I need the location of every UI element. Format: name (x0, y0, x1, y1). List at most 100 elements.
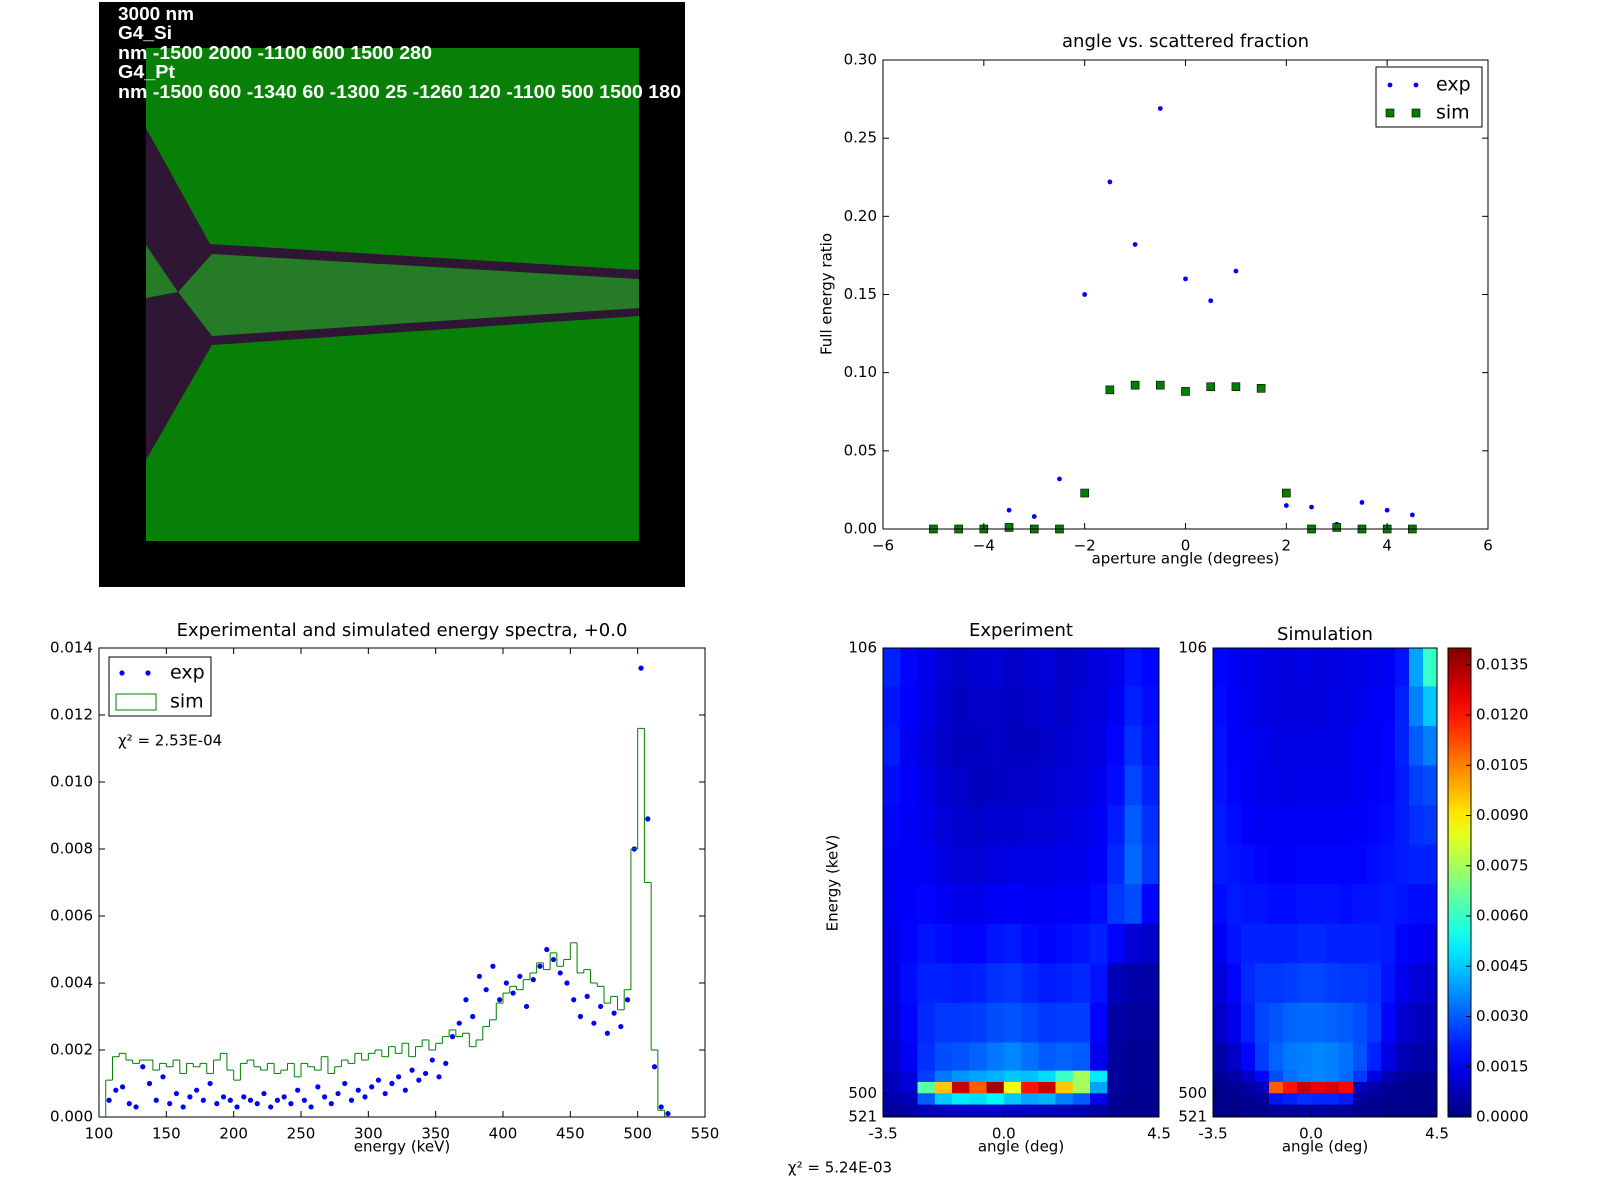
heatmap-cell (934, 844, 953, 885)
heatmap-cell (1381, 1104, 1396, 1118)
heatmap-cell (1072, 686, 1091, 727)
heatmap-cell (986, 686, 1005, 727)
heatmap-cell (1107, 1093, 1125, 1105)
heatmap-cell (1072, 844, 1091, 885)
heatmap-cell (1003, 1104, 1022, 1118)
heatmap-cell (1353, 1042, 1368, 1072)
exp-point (140, 1064, 146, 1070)
heatmap-cell (1255, 844, 1270, 885)
heatmap-cell (1409, 1104, 1424, 1118)
exp-point (624, 997, 631, 1003)
heatmap-cell (1367, 1070, 1382, 1083)
heatmap-cell (1339, 1093, 1354, 1105)
heatmap-cell (917, 765, 936, 806)
geometry-label: G4_Si (118, 23, 172, 43)
exp-point (1309, 504, 1314, 510)
heatmap-cell (1283, 844, 1298, 885)
heatmap-cell (1311, 923, 1326, 964)
heatmap-cell (1241, 1002, 1256, 1043)
y-tick-label: 0.010 (50, 773, 93, 791)
exp-point (604, 1030, 610, 1036)
y-tick-label: 0.30 (844, 51, 877, 69)
exp-point (1082, 292, 1088, 297)
heatmap-cell (1213, 1081, 1228, 1094)
heatmap-cell (1072, 963, 1091, 1004)
heatmap-cell (1353, 884, 1368, 925)
heatmap-cell (1090, 1042, 1108, 1072)
heatmap-cell (1311, 1002, 1326, 1043)
heatmap-cell (900, 805, 918, 846)
heatmap-cell (1381, 844, 1396, 885)
heatmap-cell (1241, 725, 1256, 766)
heatmap-cell (1107, 844, 1125, 885)
heatmap-cell (969, 686, 987, 727)
heatmap-cell (1283, 1104, 1298, 1118)
heatmap-cell (1353, 1093, 1368, 1105)
heatmap-cell (1055, 884, 1074, 925)
heatmap-cell (1038, 1042, 1056, 1072)
exp-point (355, 1087, 361, 1093)
exp-point (207, 1080, 213, 1087)
heatmap-cell (934, 648, 953, 687)
heatmap-cell (1395, 1093, 1410, 1105)
sim-point (1181, 387, 1190, 396)
heatmap-cell (1038, 1070, 1056, 1083)
heatmap-cell (1090, 1093, 1108, 1105)
heatmap-cell (1021, 648, 1039, 687)
heatmap-cell (1213, 1042, 1228, 1072)
heatmap-cell (1055, 765, 1074, 806)
heatmap-cell (1381, 725, 1396, 766)
heatmap-cell (1213, 725, 1228, 766)
heatmap-cell (1423, 1002, 1438, 1043)
y-axis-label: Energy (keV) (824, 835, 842, 932)
heatmap-cell (900, 1002, 918, 1043)
heatmap-cell (1367, 765, 1382, 806)
heatmap-cell (1283, 1002, 1298, 1043)
heatmap-cell (1227, 923, 1242, 964)
heatmap-cell (1021, 884, 1039, 925)
heatmap-cell (1141, 1042, 1160, 1072)
heatmap-cell (1255, 963, 1270, 1004)
heatmap-cell (1038, 923, 1056, 964)
colorbar-tick-label: 0.0120 (1476, 706, 1529, 724)
heatmap-cell (1021, 1093, 1039, 1105)
heatmap-cell (1283, 765, 1298, 806)
heatmap-cell (986, 648, 1005, 687)
heatmap-cell (1395, 805, 1410, 846)
heatmap-cell (1124, 765, 1143, 806)
heatmap-cell (1124, 1002, 1143, 1043)
heatmap-cell (1269, 765, 1284, 806)
heatmap-cell (1038, 686, 1056, 727)
heatmap-cell (1395, 1002, 1410, 1043)
heatmap-cell (952, 725, 970, 766)
heatmap-cell (1055, 923, 1074, 964)
heatmap-cell (1325, 1093, 1340, 1105)
heatmap-cell (952, 1070, 970, 1083)
heatmap-cell (1269, 648, 1284, 687)
heatmap-cell (1241, 1093, 1256, 1105)
heatmap-cell (986, 1002, 1005, 1043)
exp-point (665, 1111, 671, 1117)
exp-point (173, 1090, 180, 1097)
heatmap-cell (1124, 725, 1143, 766)
heatmap-cell (1227, 963, 1242, 1004)
heatmap-cell (1055, 1070, 1074, 1083)
exp-point (113, 1087, 119, 1093)
heatmap-cell (1055, 1042, 1074, 1072)
heatmap-cell (917, 1002, 936, 1043)
heatmap-cell (1269, 725, 1284, 766)
exp-point (456, 1020, 462, 1026)
heatmap-cell (1255, 923, 1270, 964)
heatmap-cell (1339, 963, 1354, 1004)
heatmap-cell (1353, 1081, 1368, 1094)
x-tick-label: 100 (85, 1125, 114, 1143)
heatmap-cell (1325, 923, 1340, 964)
heatmap-cell (1395, 963, 1410, 1004)
geometry-label: 3000 nm (118, 4, 194, 24)
heatmap-cell (1003, 963, 1022, 1004)
exp-point (160, 1074, 166, 1080)
heatmap-cell (1213, 686, 1228, 727)
heatmap-cell (934, 1042, 953, 1072)
exp-point (241, 1094, 247, 1100)
heatmap-cell (1021, 1070, 1039, 1083)
